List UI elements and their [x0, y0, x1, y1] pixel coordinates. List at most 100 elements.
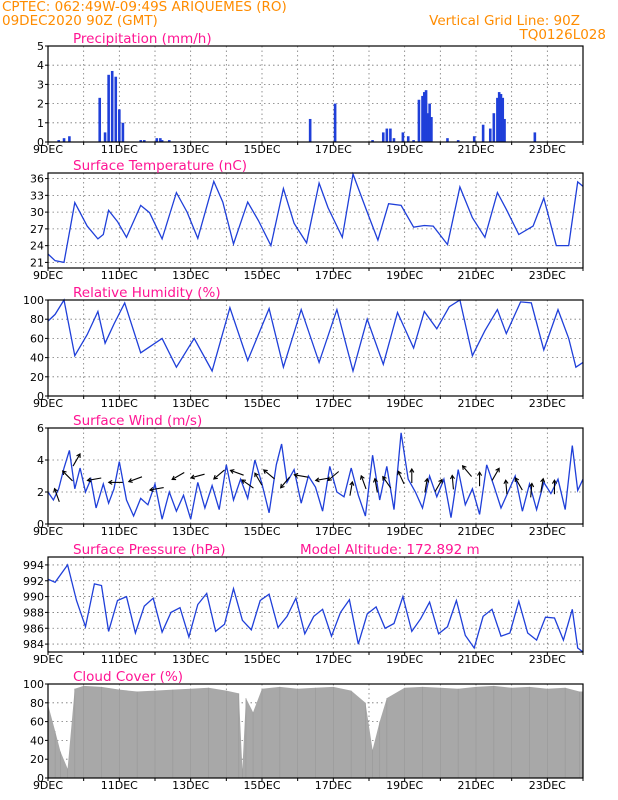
wind-arrow-head: [461, 465, 467, 470]
wind-arrow-head: [262, 469, 268, 474]
precip-bar: [430, 117, 433, 142]
precip-bar: [155, 138, 159, 142]
x-tick-label: 11DEC: [101, 525, 138, 538]
x-tick-label: 17DEC: [315, 143, 352, 156]
panel-frame: [47, 299, 584, 397]
wind-arrow: [54, 488, 60, 502]
panel-pres: 984 986 988 990 992 994 9DEC 11DEC 13DEC 15DEC 17D…: [23, 542, 584, 666]
y-tick-label: 80: [30, 697, 44, 710]
x-tick-label: 21DEC: [457, 525, 494, 538]
wind-arrow-head: [514, 477, 520, 482]
precip-bar: [62, 138, 66, 142]
precip-bar: [412, 140, 415, 142]
wind-arrow: [213, 469, 225, 480]
wind-arrow-head: [254, 472, 259, 478]
precip-bar: [499, 94, 503, 142]
x-tick-label: 23DEC: [529, 269, 566, 282]
panel-frame: [47, 45, 584, 143]
y-tick-label: 0: [37, 390, 44, 403]
wind-arrow-head: [529, 482, 535, 488]
wind-arrow: [128, 476, 143, 483]
x-tick-label: 23DEC: [529, 779, 566, 792]
wind-arrow: [514, 477, 523, 491]
panel-title: Surface Temperature (nC): [73, 158, 247, 174]
precip-bar: [424, 90, 428, 142]
wind-arrow-head: [449, 474, 456, 480]
wind-arrow-head: [477, 471, 483, 476]
y-tick-label: 80: [30, 313, 44, 326]
wind-arrow: [434, 479, 443, 492]
panel-title: Cloud Cover (%): [73, 669, 183, 685]
y-tick-label: 990: [23, 591, 44, 604]
precip-bar: [57, 140, 60, 142]
wind-arrow: [171, 472, 185, 480]
precip-bar: [308, 118, 312, 142]
x-tick-label: 11DEC: [101, 779, 138, 792]
wind-arrow: [254, 472, 263, 486]
y-tick-label: 2: [37, 486, 44, 499]
wind-arrow-head: [327, 476, 333, 482]
y-tick-label: 0: [37, 136, 44, 149]
header-model-code: TQ0126L028: [519, 27, 606, 43]
wind-arrow: [315, 477, 330, 481]
y-tick-label: 994: [23, 559, 44, 572]
y-tick-label: 20: [30, 753, 44, 766]
series-line-rh: [47, 298, 584, 374]
y-tick-label: 4: [37, 59, 44, 72]
y-tick-label: 24: [30, 240, 44, 253]
y-tick-label: 4: [37, 454, 44, 467]
x-tick-label: 17DEC: [315, 397, 352, 410]
x-tick-label: 19DEC: [386, 779, 423, 792]
x-tick-label: 9DEC: [33, 653, 63, 666]
y-tick-label: 100: [23, 678, 44, 691]
y-tick-label: 986: [23, 622, 44, 635]
wind-arrow: [327, 471, 340, 481]
x-tick-label: 15DEC: [243, 269, 280, 282]
y-tick-label: 33: [30, 189, 44, 202]
wind-arrow-head: [359, 474, 365, 480]
x-tick-label: 9DEC: [33, 397, 63, 410]
wind-arrow-head: [229, 469, 235, 474]
x-tick-label: 13DEC: [172, 143, 209, 156]
wind-arrow: [294, 474, 309, 478]
wind-arrow-head: [293, 472, 299, 478]
wind-arrow-head: [279, 483, 285, 489]
wind-arrow-head: [107, 479, 113, 485]
precip-bar: [114, 76, 118, 142]
panel-subtitle: Model Altitude: 172.892 m: [300, 542, 480, 558]
wind-arrow-head: [76, 453, 81, 458]
x-tick-label: 19DEC: [386, 653, 423, 666]
x-tick-label: 17DEC: [315, 653, 352, 666]
x-tick-label: 15DEC: [243, 143, 280, 156]
x-tick-label: 19DEC: [386, 269, 423, 282]
y-tick-label: 40: [30, 352, 44, 365]
wind-arrow-head: [372, 477, 378, 483]
wind-arrow: [530, 483, 533, 498]
header-station: CPTEC: 062:49W-09:49S ARIQUEMES (RO): [2, 0, 287, 15]
wind-arrow-head: [438, 478, 443, 484]
x-tick-label: 15DEC: [243, 397, 280, 410]
panel-wind: 0 2 4 6 9DEC 11DEC 13DEC 15DEC 17DEC 19DEC 21DEC 23…: [33, 413, 584, 538]
panel-temp: 21 24 27 30 33 36 9DEC 11DEC 13DEC 15DEC 17DEC 19DE…: [30, 158, 584, 282]
wind-arrow: [149, 487, 164, 491]
x-tick-label: 9DEC: [33, 779, 63, 792]
x-tick-label: 13DEC: [172, 653, 209, 666]
precip-bar: [167, 140, 171, 142]
x-tick-label: 21DEC: [457, 397, 494, 410]
precip-bar: [143, 140, 146, 142]
x-tick-label: 23DEC: [529, 525, 566, 538]
wind-arrow-head: [148, 486, 154, 492]
panel-title: Relative Humidity (%): [73, 285, 221, 301]
panel-precip: 0 1 2 3 4 5 9DEC 11DEC 13DEC 15DEC 17DEC 19DEC 21DEC…: [33, 31, 584, 156]
precip-bar: [503, 118, 506, 142]
wind-arrow-head: [382, 475, 387, 481]
x-tick-label: 19DEC: [386, 397, 423, 410]
precip-bar: [98, 97, 102, 142]
x-tick-label: 9DEC: [33, 525, 63, 538]
wind-arrow: [424, 478, 428, 493]
panel-title: Surface Pressure (hPa): [73, 542, 226, 558]
wind-arrow-head: [540, 477, 546, 483]
wind-arrow-head: [314, 477, 320, 483]
precip-bar: [456, 140, 460, 142]
